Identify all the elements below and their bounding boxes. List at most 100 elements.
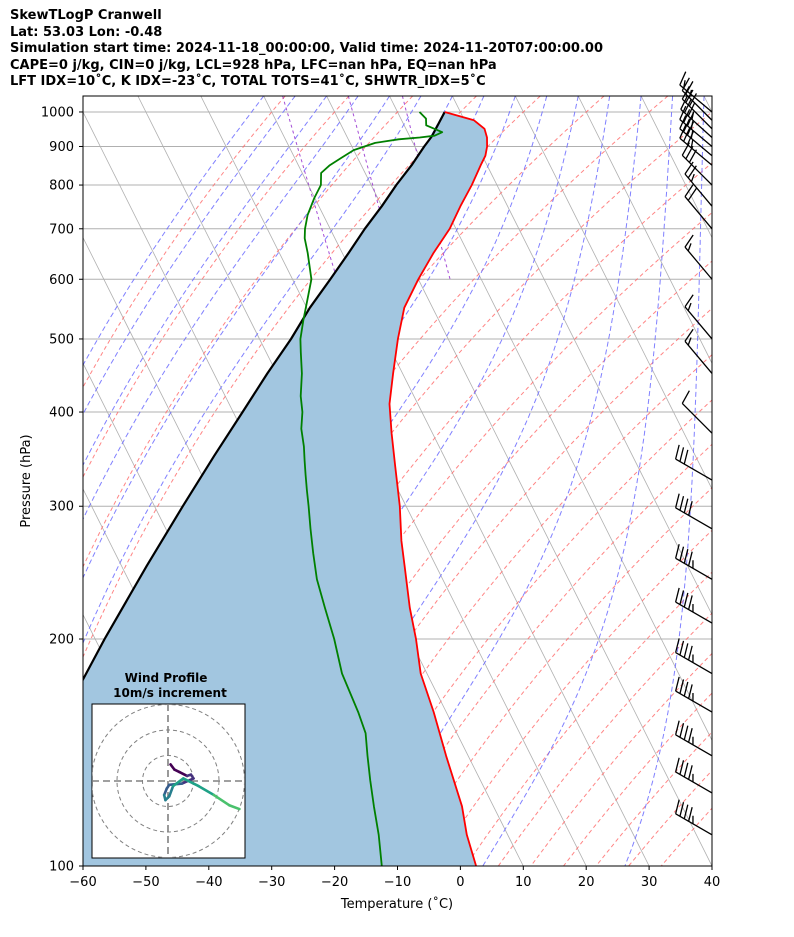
isotherm-line: [452, 96, 712, 616]
wind-barb-flag: [687, 501, 693, 516]
y-tick-label: 500: [49, 332, 74, 347]
isotherm-line: [83, 865, 84, 866]
dry-adiabat: [83, 96, 477, 659]
wind-barb-flag: [684, 294, 694, 308]
y-tick-label: 100: [49, 860, 74, 875]
hodograph-subtitle: 10m/s increment: [113, 686, 227, 700]
moist-adiabat: [98, 96, 516, 866]
wind-barb-shaft: [684, 196, 713, 230]
y-tick-label: 900: [49, 140, 74, 155]
parcel-profile-line: [83, 111, 446, 682]
hodograph-inset: Wind Profile 10m/s increment: [91, 671, 246, 859]
y-tick-label: 200: [49, 633, 74, 648]
wind-barb-flag: [683, 449, 689, 465]
wind-barb-shaft: [681, 90, 713, 121]
wind-barb-flag: [674, 444, 680, 460]
wind-barb-flag: [679, 447, 685, 462]
wind-barb: [680, 96, 713, 138]
wind-barb: [681, 142, 713, 186]
wind-barb-shaft: [679, 84, 713, 113]
x-tick-label: 30: [641, 875, 658, 890]
convective-line: CAPE=0 j/kg, CIN=0 j/kg, LCL=928 hPa, LF…: [10, 57, 497, 73]
wind-barb-flag: [687, 165, 697, 179]
wind-barb-flag: [679, 679, 685, 694]
wind-barb-flag: [683, 118, 691, 133]
wind-barb-shaft: [675, 771, 713, 794]
location-line: Lat: 53.03 Lon: -0.48: [10, 24, 163, 40]
wind-barb-shaft: [679, 128, 713, 157]
wind-barb-flag: [687, 765, 693, 780]
hodograph-trace: [212, 793, 231, 807]
y-tick-label: 800: [49, 179, 74, 194]
wind-barb-shaft: [681, 154, 713, 186]
wind-barb-flag: [679, 590, 685, 605]
plot-area: [0, 96, 712, 866]
temperature-profile-line: [388, 111, 489, 866]
wind-barb-shaft: [675, 734, 713, 757]
wind-barb-flag: [683, 127, 691, 142]
time-line: Simulation start time: 2024-11-18_00:00:…: [10, 41, 603, 56]
wind-barb-flag: [679, 723, 685, 738]
wind-barb-flag: [683, 725, 689, 740]
isotherm-line: [0, 96, 20, 866]
wind-barb: [684, 184, 713, 230]
hodograph-title: Wind Profile: [125, 671, 208, 685]
hodograph-plot: [92, 704, 245, 858]
wind-barb-flag: [674, 676, 680, 692]
wind-barb-flag: [674, 720, 680, 735]
wind-barb: [674, 676, 713, 713]
mixing-ratio-line: [282, 96, 338, 280]
hodograph-trace: [171, 777, 185, 788]
x-tick-label: −40: [195, 875, 222, 890]
wind-barb-flag: [685, 89, 694, 103]
x-tick-label: −10: [384, 875, 411, 890]
wind-barb-shaft: [675, 507, 713, 530]
wind-barb-flag: [683, 804, 689, 819]
hodograph-trace: [227, 803, 241, 811]
dry-adiabat: [432, 529, 712, 866]
wind-barb-shaft: [675, 458, 713, 481]
wind-barb: [674, 493, 713, 530]
wind-barb-flag: [674, 544, 680, 559]
wind-barb: [674, 587, 713, 624]
dry-adiabat: [497, 612, 712, 866]
dry-adiabat: [400, 487, 712, 866]
wind-barb-flag: [683, 592, 689, 608]
wind-barb-flag: [690, 173, 695, 182]
wind-barb-flag: [684, 328, 694, 342]
wind-barb-shaft: [679, 118, 713, 147]
wind-barb-shaft: [675, 601, 713, 624]
wind-barb-flag: [683, 498, 689, 513]
wind-barb-shaft: [675, 651, 713, 675]
wind-barb-flag: [683, 762, 689, 778]
x-tick-label: −60: [69, 875, 96, 890]
wind-barb: [684, 328, 713, 374]
dry-adiabat: [530, 652, 712, 866]
wind-barb: [684, 294, 713, 340]
wind-barb-flag: [687, 645, 693, 661]
stability-shading: [83, 112, 488, 866]
wind-barb-flag: [687, 728, 693, 743]
wind-barb-flag: [683, 99, 692, 114]
y-tick-label: 600: [49, 273, 74, 288]
wind-barb: [681, 86, 713, 130]
dry-adiabat: [334, 399, 712, 866]
wind-barb-flag: [681, 142, 690, 156]
wind-barb-flag: [679, 546, 685, 561]
wind-barb-flag: [686, 121, 695, 136]
dry-adiabat: [237, 260, 712, 866]
x-tick-label: 40: [704, 875, 721, 890]
x-tick-label: 10: [515, 875, 532, 890]
wind-barb-flag: [683, 643, 689, 658]
isotherm-line: [389, 96, 712, 742]
wind-barb: [684, 234, 713, 280]
wind-barb-flag: [679, 640, 685, 656]
wind-barb-flag: [681, 390, 690, 404]
wind-barb-flag: [686, 112, 695, 127]
hodograph-trace: [197, 784, 216, 797]
y-tick-label: 1000: [41, 105, 74, 120]
moist-adiabat: [482, 96, 674, 866]
y-tick-label: 300: [49, 500, 74, 515]
wind-barb: [674, 544, 713, 580]
dry-adiabat: [660, 807, 712, 866]
